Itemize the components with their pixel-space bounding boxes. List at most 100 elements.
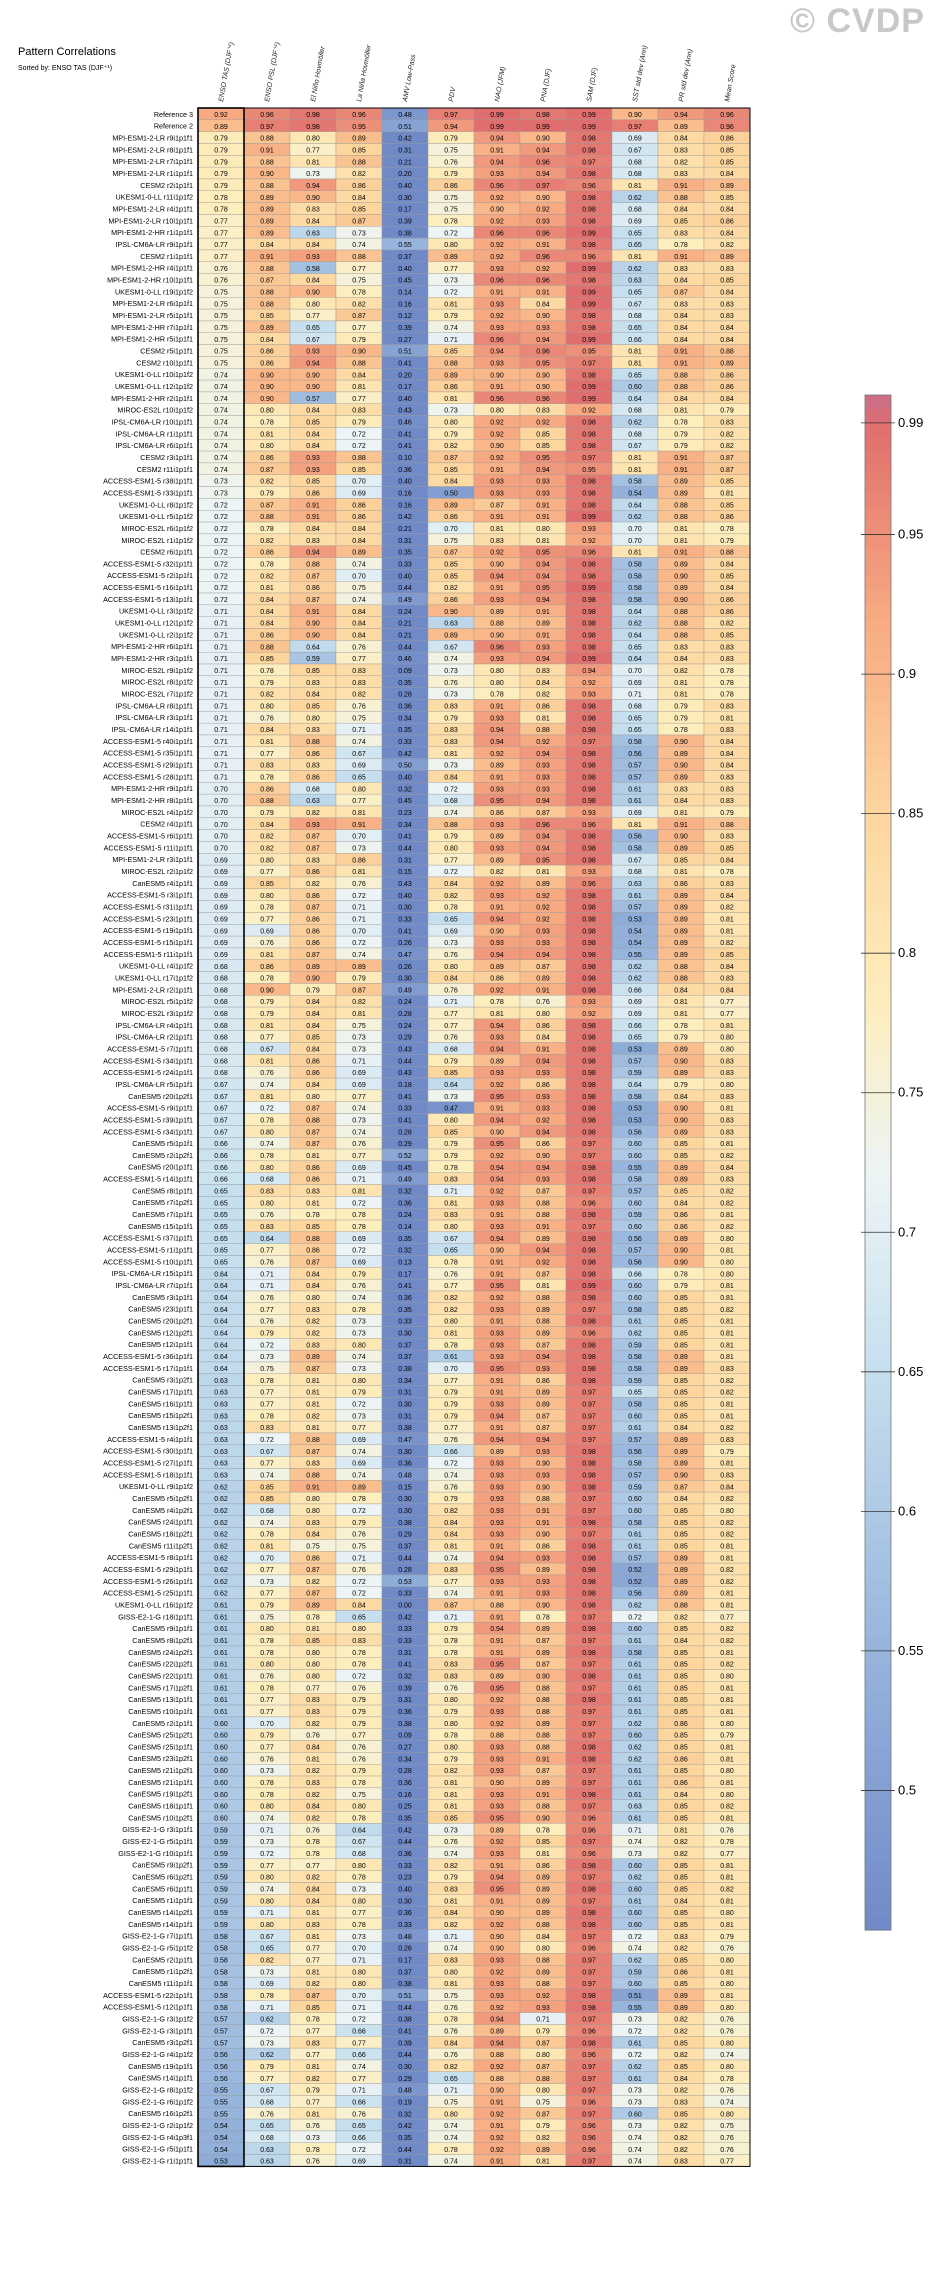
cell-value: 0.94 [490,573,504,580]
sort-note: Sorted by: ENSO TAS (DJF⁺¹) [18,65,113,72]
cell-value: 0.81 [720,1875,734,1882]
cell-value: 0.76 [260,1674,274,1681]
cell-value: 0.90 [536,1484,550,1491]
cell-value: 0.84 [720,230,734,237]
cell-value: 0.60 [628,2111,642,2118]
cell-value: 0.78 [720,526,734,533]
cell-value: 0.80 [444,1721,458,1728]
cell-value: 0.77 [444,266,458,273]
cell-value: 0.93 [536,1555,550,1562]
cell-value: 0.85 [674,1532,688,1539]
cell-value: 0.95 [490,1283,504,1290]
cell-value: 0.96 [582,1816,596,1823]
cell-value: 0.87 [306,1993,320,2000]
cell-value: 0.80 [306,1508,320,1515]
cell-value: 0.40 [398,774,412,781]
cell-value: 0.97 [582,1508,596,1515]
cell-value: 0.80 [720,1035,734,1042]
cell-value: 0.94 [536,1058,550,1065]
colorbar-segment [865,1497,891,1512]
colorbar-segment [865,1469,891,1485]
colorbar-segment [865,702,891,717]
cell-value: 0.88 [536,1319,550,1326]
cell-value: 0.61 [628,1532,642,1539]
cell-value: 0.89 [674,905,688,912]
cell-value: 0.84 [306,692,320,699]
cell-value: 0.72 [260,1851,274,1858]
cell-value: 0.83 [260,763,274,770]
cell-value: 0.96 [720,112,734,119]
cell-value: 0.65 [214,1224,228,1231]
cell-value: 0.87 [306,952,320,959]
cell-value: 0.91 [490,384,504,391]
cell-value: 0.93 [490,301,504,308]
cell-value: 0.15 [398,1484,412,1491]
row-label: CanESM5 r14i1p2f1 [128,1908,193,1917]
cell-value: 0.92 [490,751,504,758]
cell-value: 0.61 [214,1603,228,1610]
cell-value: 0.64 [214,1342,228,1349]
cell-value: 0.81 [536,2159,550,2166]
cell-value: 0.62 [628,266,642,273]
cell-value: 0.51 [398,1993,412,2000]
cell-value: 0.83 [444,1674,458,1681]
cell-value: 0.83 [720,313,734,320]
cell-value: 0.31 [398,2159,412,2166]
row-label: GISS-E2-1-G r2i1p1f2 [122,2121,193,2130]
cell-value: 0.53 [214,2159,228,2166]
cell-value: 0.89 [536,1875,550,1882]
cell-value: 0.76 [536,999,550,1006]
cell-value: 0.64 [444,1082,458,1089]
cell-value: 0.72 [444,1461,458,1468]
cell-value: 0.86 [674,1780,688,1787]
cell-value: 0.74 [628,2135,642,2142]
cell-value: 0.94 [582,668,596,675]
row-label: GISS-E2-1-G r5i1p1f1 [122,2145,193,2154]
cell-value: 0.85 [260,313,274,320]
cell-value: 0.88 [674,964,688,971]
cell-value: 0.94 [490,159,504,166]
cell-value: 0.80 [720,1271,734,1278]
cell-value: 0.62 [628,1330,642,1337]
cell-value: 0.70 [352,573,366,580]
cell-value: 0.65 [444,2076,458,2083]
cell-value: 0.82 [720,1390,734,1397]
cell-value: 0.76 [214,266,228,273]
cell-value: 0.29 [398,1532,412,1539]
cell-value: 0.95 [536,360,550,367]
cell-value: 0.73 [352,1886,366,1893]
cell-value: 0.89 [260,195,274,202]
cell-value: 0.88 [674,384,688,391]
cell-value: 0.60 [214,1768,228,1775]
cell-value: 0.68 [214,964,228,971]
cell-value: 0.89 [674,124,688,131]
cell-value: 0.78 [536,1614,550,1621]
cell-value: 0.87 [306,905,320,912]
cell-value: 0.91 [674,254,688,261]
cell-value: 0.73 [352,1366,366,1373]
cell-value: 0.78 [674,727,688,734]
colorbar-segment [865,1553,891,1568]
cell-value: 0.73 [628,2099,642,2106]
cell-value: 0.78 [352,1922,366,1929]
colorbar-tick-label: 0.75 [898,1085,923,1100]
cell-value: 0.94 [490,1626,504,1633]
cell-value: 0.97 [582,1969,596,1976]
cell-value: 0.21 [398,526,412,533]
watermark-text: © CVDP [790,2,925,40]
row-label: MPI-ESM1-2-HR r2i1p1f1 [111,394,193,403]
cell-value: 0.90 [490,1129,504,1136]
cell-value: 0.90 [674,763,688,770]
row-label: CanESM5 r1i1p2f1 [132,1967,193,1976]
row-label: ACCESS-ESM1-5 r40i1p1f1 [103,737,193,746]
cell-value: 0.80 [444,242,458,249]
cell-value: 0.82 [444,1922,458,1929]
cell-value: 0.61 [628,2040,642,2047]
row-label: ACCESS-ESM1-5 r26i1p1f1 [103,1577,193,1586]
cell-value: 0.81 [536,869,550,876]
cell-value: 0.89 [674,1236,688,1243]
cell-value: 0.67 [214,1082,228,1089]
cell-value: 0.66 [214,1141,228,1148]
colorbar-segment [865,632,891,647]
cell-value: 0.84 [720,562,734,569]
